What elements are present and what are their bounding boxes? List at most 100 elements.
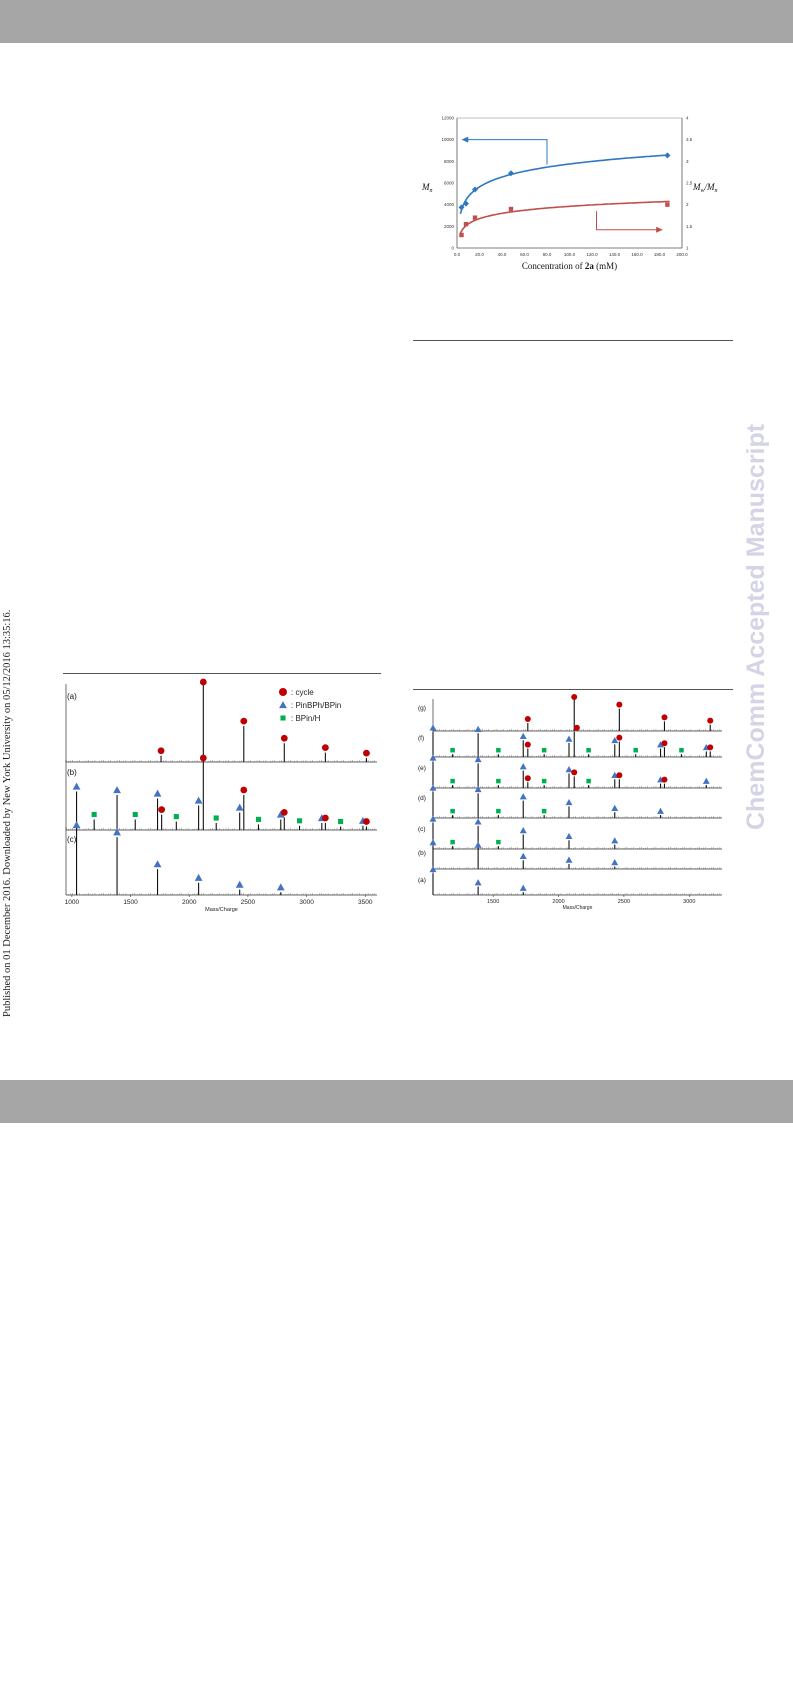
- x-tick-label: 20.0: [475, 252, 484, 257]
- spectrum-panel-label: (a): [67, 692, 77, 701]
- pinbph-marker: [429, 865, 437, 873]
- dispersity-data-point: [463, 221, 469, 227]
- pinbph-marker: [276, 810, 285, 818]
- pinbph-marker: [519, 884, 527, 891]
- figure-left-top-rule: [63, 673, 381, 674]
- y-left-tick-label: 12000: [441, 116, 454, 121]
- dispersity-data-point: [459, 232, 464, 238]
- spectrum-panel-label: (e): [418, 765, 426, 772]
- legend-bpinh-label: : BPin/H: [291, 714, 321, 723]
- pinbph-marker: [474, 785, 482, 793]
- x-tick-label: 3500: [358, 899, 373, 906]
- figure-top-bottom-rule: [413, 340, 733, 341]
- x-axis-title: Mass/Charge: [563, 905, 593, 911]
- cycle-marker: [363, 818, 370, 825]
- cycle-marker: [524, 741, 531, 748]
- spectrum-panel-label: (f): [418, 735, 424, 742]
- cycle-marker: [707, 717, 714, 724]
- mn-data-point: [664, 152, 671, 159]
- pinbph-marker: [429, 784, 437, 791]
- pinbph-marker: [235, 880, 244, 888]
- cycle-marker: [199, 678, 207, 686]
- bpinh-marker: [173, 814, 179, 820]
- cycle-marker: [280, 734, 288, 742]
- spectrum-panel-label: (b): [418, 850, 426, 857]
- pinbph-marker: [113, 786, 121, 794]
- x-tick-label: 2000: [552, 899, 564, 905]
- pinbph-marker: [279, 701, 287, 709]
- cycle-marker: [571, 769, 578, 776]
- y-right-tick-label: 3.5: [686, 137, 693, 142]
- bpinh-marker: [450, 778, 455, 784]
- legend-cycle-label: : cycle: [291, 688, 314, 697]
- right-axis-arrow: [596, 211, 658, 231]
- y-right-tick-label: 1.5: [686, 224, 693, 229]
- bpinh-marker: [496, 747, 501, 753]
- x-tick-label: 1000: [65, 899, 80, 906]
- pinbph-marker: [519, 852, 527, 860]
- pinbph-marker: [474, 879, 482, 886]
- bpinh-marker: [496, 839, 501, 845]
- cycle-marker: [363, 749, 370, 757]
- figure-right-top-rule: [413, 689, 733, 690]
- bpinh-marker: [255, 816, 262, 822]
- y-left-axis-title: Mn: [421, 182, 433, 194]
- pinbph-marker: [519, 827, 527, 834]
- pinbph-marker: [519, 763, 527, 770]
- pinbph-marker: [657, 741, 664, 748]
- cycle-marker: [571, 694, 578, 700]
- pinbph-marker: [611, 736, 619, 744]
- x-tick-label: 160.0: [631, 252, 643, 257]
- pinbph-marker: [611, 859, 619, 866]
- y-left-tick-label: 2000: [444, 224, 455, 229]
- pinbph-marker: [474, 755, 482, 763]
- pinbph-marker: [565, 798, 573, 806]
- cycle-marker: [616, 701, 623, 708]
- pinbph-marker: [565, 856, 573, 863]
- pinbph-marker: [474, 818, 482, 825]
- x-tick-label: 2500: [241, 899, 256, 906]
- bpinh-marker: [541, 778, 547, 784]
- y-right-tick-label: 2.5: [686, 181, 693, 186]
- y-left-tick-label: 4000: [444, 202, 455, 207]
- x-tick-label: 60.0: [520, 252, 529, 257]
- cycle-marker: [240, 717, 248, 725]
- bpinh-marker: [496, 778, 501, 784]
- cycle-marker: [616, 734, 623, 741]
- pinbph-marker: [194, 873, 203, 881]
- bpinh-marker: [213, 815, 219, 821]
- pinbph-marker: [72, 782, 81, 790]
- pinbph-marker: [519, 732, 527, 739]
- bpinh-marker: [450, 839, 455, 845]
- cycle-marker: [616, 772, 623, 779]
- bpinh-marker: [679, 747, 684, 753]
- cycle-marker: [321, 744, 329, 752]
- bpinh-marker: [280, 715, 286, 721]
- bpinh-marker: [496, 808, 501, 814]
- x-tick-label: 100.0: [564, 252, 576, 257]
- left-axis-arrowhead: [461, 136, 469, 143]
- cycle-marker: [524, 775, 531, 782]
- x-tick-label: 1500: [487, 899, 499, 905]
- cycle-marker: [280, 809, 288, 816]
- pinbph-marker: [474, 725, 482, 732]
- x-axis-title: Concentration of 2a (mM): [522, 261, 617, 271]
- spectrum-panel-label: (a): [418, 877, 426, 884]
- dispersity-trend-line: [459, 200, 670, 234]
- pinbph-marker: [429, 815, 437, 822]
- x-tick-label: 0.0: [454, 252, 461, 257]
- cycle-marker: [661, 740, 668, 747]
- mn-data-point: [458, 204, 465, 211]
- y-left-tick-label: 10000: [441, 137, 454, 142]
- spectrum-panel-label: (d): [418, 795, 426, 802]
- pinbph-marker: [429, 754, 437, 761]
- pinbph-marker: [429, 724, 437, 731]
- pinbph-marker: [474, 841, 482, 848]
- cycle-marker: [573, 724, 580, 731]
- maldi-spectra-right: (g) (f) (e) (d) (c) (b) (a) 1500 2000 2500 3000 Mas…: [418, 694, 722, 911]
- cycle-marker: [199, 754, 207, 762]
- x-tick-label: 2000: [182, 899, 197, 906]
- bpinh-marker: [132, 811, 138, 818]
- mn-data-point: [463, 200, 469, 207]
- pinbph-marker: [153, 789, 162, 797]
